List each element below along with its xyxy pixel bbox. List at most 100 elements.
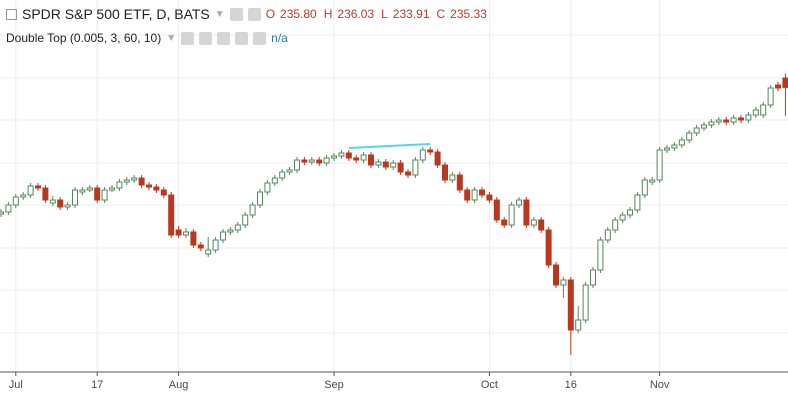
candle-body <box>308 159 315 163</box>
candle-body <box>604 229 611 241</box>
candle-body <box>12 196 19 206</box>
candle-body <box>360 154 367 161</box>
candle-body <box>567 279 574 331</box>
study-icon[interactable] <box>181 31 195 45</box>
candle-body <box>501 219 508 226</box>
candle-body <box>545 229 552 266</box>
open-key: O <box>265 7 276 21</box>
candle-body <box>338 152 345 157</box>
candle-body <box>693 127 700 134</box>
candle-body <box>627 209 634 216</box>
candle-body <box>5 204 12 213</box>
study-caret[interactable]: ▼ <box>166 32 177 44</box>
candle-body <box>279 171 286 179</box>
candle-body <box>64 204 71 208</box>
candle-body <box>590 269 597 286</box>
candle-body <box>153 186 160 191</box>
candle-body <box>160 189 167 196</box>
candle-body <box>442 164 449 181</box>
candle-body <box>745 114 752 121</box>
candle-body <box>419 149 426 161</box>
candle-body <box>560 279 567 286</box>
candle-body <box>20 194 27 198</box>
candle-body <box>205 249 212 255</box>
candle-body <box>612 219 619 231</box>
study-icon[interactable] <box>217 31 231 45</box>
close-icon[interactable] <box>247 7 261 21</box>
study-icon[interactable] <box>253 31 267 45</box>
candle-body <box>138 177 145 186</box>
candle-body <box>523 199 530 226</box>
candle-body <box>183 231 190 236</box>
candle-body <box>264 182 271 193</box>
collapse-button[interactable] <box>6 8 17 20</box>
close-key: C <box>436 7 446 21</box>
candle-body <box>286 169 293 173</box>
candle-body <box>257 191 264 206</box>
candle-body <box>486 194 493 201</box>
x-tick-label: Aug <box>169 379 189 391</box>
candle-body <box>234 224 241 231</box>
candle-body <box>42 187 49 201</box>
high-value: 236.03 <box>337 7 375 21</box>
candle-body <box>708 121 715 126</box>
menu-caret[interactable]: ▼ <box>214 8 225 20</box>
candle-body <box>412 159 419 176</box>
candle-body <box>427 149 434 153</box>
candle-body <box>538 219 545 231</box>
candle-body <box>634 194 641 211</box>
candle-body <box>767 87 774 106</box>
study-icon[interactable] <box>235 31 249 45</box>
candle-body <box>123 179 130 183</box>
candle-body <box>649 179 656 183</box>
legend-header: SPDR S&P 500 ETF, D, BATS ▼ O 235.80 H 236… <box>6 6 489 22</box>
candle-body <box>701 124 708 129</box>
candle-body <box>294 159 301 171</box>
candle-body <box>34 185 41 189</box>
candle-body <box>168 194 175 236</box>
candle-body <box>575 319 582 331</box>
candle-body <box>664 147 671 151</box>
candle-body <box>72 189 79 206</box>
candle-body <box>375 161 382 166</box>
candle-body <box>656 149 663 181</box>
candle-body <box>345 152 352 159</box>
candle-body <box>752 109 759 116</box>
candle-body <box>471 189 478 201</box>
candle-body <box>79 189 86 193</box>
candle-body <box>619 214 626 221</box>
candle-body <box>530 219 537 226</box>
candle-body <box>686 132 693 141</box>
close-value: 235.33 <box>450 7 487 21</box>
candle-body <box>323 157 330 164</box>
candle-body <box>86 187 93 191</box>
candle-body <box>368 154 375 166</box>
candle-body <box>715 119 722 123</box>
x-tick-label: 17 <box>91 379 103 391</box>
candle-body <box>27 185 34 196</box>
candle-body <box>723 119 730 123</box>
candle-body <box>516 199 523 206</box>
candle-body <box>220 231 227 241</box>
candle-body <box>405 171 412 176</box>
candle-body <box>493 199 500 221</box>
x-tick-label: Nov <box>650 379 670 391</box>
candle-body <box>109 187 116 191</box>
candle-body <box>301 159 308 163</box>
settings-icon[interactable] <box>229 7 243 21</box>
candle-body <box>271 177 278 184</box>
study-icon[interactable] <box>199 31 213 45</box>
candle-body <box>434 151 441 166</box>
candle-body <box>197 244 204 249</box>
candle-body <box>775 84 782 89</box>
candle-body <box>382 161 389 168</box>
open-value: 235.80 <box>280 7 317 21</box>
high-key: H <box>323 7 333 21</box>
x-tick-label: Jul <box>9 379 23 391</box>
candle-body <box>131 177 138 181</box>
candle-body <box>597 239 604 271</box>
x-tick-label: Sep <box>324 379 344 391</box>
candle-body <box>353 157 360 161</box>
candle-body <box>49 199 56 204</box>
study-legend: Double Top (0.005, 3, 60, 10) ▼ n/a <box>6 31 288 45</box>
